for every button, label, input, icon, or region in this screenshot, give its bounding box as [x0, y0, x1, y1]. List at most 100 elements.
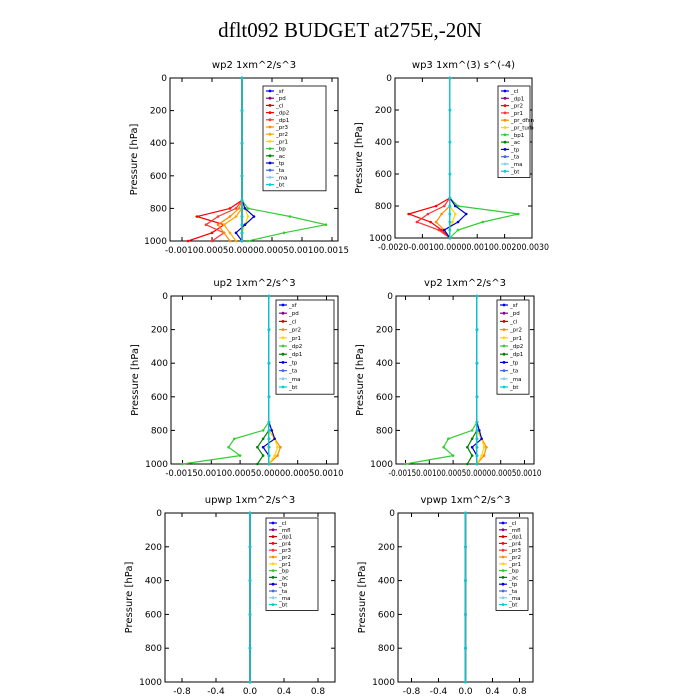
- data-point: [267, 462, 271, 466]
- legend-marker: [268, 168, 272, 172]
- legend-label: _tp: [278, 582, 288, 588]
- panel-4: vp2 1xm^2/s^3 0 200 400 600 800 1000 Pressure […: [355, 278, 542, 479]
- panel-title: vp2 1xm^2/s^3: [424, 278, 506, 289]
- legend-label: _pr1: [508, 562, 521, 568]
- legend-marker: [281, 320, 285, 323]
- legend-marker: [502, 320, 506, 323]
- legend-marker: [503, 162, 507, 166]
- legend-marker: [281, 352, 285, 356]
- data-point: [448, 236, 452, 240]
- legend-label: _ta: [275, 168, 284, 174]
- y-tick-label: 400: [378, 577, 395, 587]
- legend-marker: [501, 596, 505, 600]
- legend-marker: [268, 140, 272, 143]
- y-tick-label: 400: [375, 138, 392, 148]
- legend-label: _dp2: [509, 344, 523, 350]
- legend-label: _pd: [275, 96, 286, 102]
- data-point: [288, 215, 292, 218]
- data-point: [447, 437, 450, 441]
- legend-marker: [502, 311, 506, 315]
- legend-marker: [281, 377, 285, 381]
- data-point: [448, 196, 452, 200]
- legend-marker: [503, 133, 507, 137]
- data-point: [448, 228, 452, 232]
- legend-marker: [268, 118, 272, 122]
- y-tick-label: 800: [375, 202, 392, 212]
- x-tick-label: -0.4: [207, 687, 225, 697]
- legend-label: _pr3: [275, 125, 289, 131]
- data-point: [216, 223, 220, 226]
- legend-label: _ac: [510, 140, 520, 146]
- data-point: [464, 579, 467, 582]
- y-tick-label: 600: [375, 170, 392, 180]
- legend-label: _cl: [288, 319, 297, 325]
- legend-label: _ma: [278, 596, 290, 602]
- legend-label: _tp: [508, 582, 518, 588]
- legend: _sf_pd_cl _dp2_dp1_pr3_pr2_pr1 _bp_ac_tp_t…: [262, 85, 327, 192]
- data-point: [243, 207, 247, 210]
- data-point: [442, 445, 445, 449]
- legend-marker: [268, 154, 272, 158]
- data-point: [267, 454, 271, 457]
- legend-label: _ma: [510, 162, 522, 168]
- x-tick-label: 0.0: [458, 687, 473, 697]
- series-line-pr_dfsn: [435, 78, 451, 239]
- legend-marker: [271, 535, 275, 538]
- legend-marker: [503, 118, 507, 122]
- legend-label: _pr4: [508, 541, 522, 547]
- data-point: [448, 204, 452, 208]
- data-point: [437, 228, 441, 232]
- data-point: [464, 646, 467, 650]
- legend-box: [497, 85, 531, 178]
- legend-label: _ma: [275, 175, 287, 181]
- legend-marker: [271, 596, 275, 600]
- y-tick-label: 800: [150, 204, 167, 214]
- data-point: [181, 462, 184, 466]
- legend-label: _pr3: [508, 548, 522, 554]
- data-point: [234, 231, 238, 235]
- legend-marker: [502, 361, 506, 364]
- y-tick-label: 800: [145, 644, 162, 654]
- legend-marker: [271, 548, 275, 552]
- legend-marker: [268, 89, 272, 93]
- legend-label: _cl: [508, 521, 517, 527]
- data-point: [485, 445, 488, 449]
- legend-marker: [502, 377, 506, 381]
- legend-label: _ac: [508, 575, 518, 581]
- x-tick-label: -0.8: [173, 687, 191, 697]
- data-point: [267, 294, 271, 298]
- y-tick-label: 400: [150, 139, 167, 149]
- legend-label: _bt: [288, 385, 298, 391]
- legend-label: _ma: [288, 377, 300, 383]
- y-axis-label: Pressure [hPa]: [357, 562, 368, 634]
- data-point: [267, 328, 271, 331]
- legend-label: _cl: [509, 319, 518, 325]
- legend-marker: [271, 521, 275, 525]
- legend-label: _tp: [275, 161, 285, 167]
- data-point: [261, 437, 265, 441]
- data-point: [240, 109, 244, 112]
- data-point: [440, 212, 443, 216]
- legend-marker: [503, 104, 507, 107]
- legend-label: _bp: [275, 147, 286, 153]
- data-point: [240, 174, 244, 178]
- data-point: [429, 220, 432, 224]
- data-point: [248, 613, 252, 616]
- legend-label: _ma: [508, 596, 520, 602]
- legend-label: _ta: [278, 589, 287, 595]
- legend-label: _pr_dfsn: [510, 118, 535, 124]
- legend-label: _ac: [275, 154, 285, 160]
- plot-frame: [394, 77, 533, 239]
- data-point: [456, 204, 460, 208]
- legend-label: _cl: [510, 89, 519, 95]
- legend: _cl_mfl_dp1_pr4_pr3_pr2_pr1_bp_ac_tp_ta_…: [495, 517, 529, 611]
- data-point: [279, 445, 282, 449]
- data-point: [407, 212, 411, 216]
- data-point: [222, 231, 226, 235]
- data-point: [481, 220, 484, 224]
- legend-marker: [501, 603, 505, 606]
- y-tick-label: 400: [376, 359, 393, 369]
- legend-label: _bt: [509, 385, 519, 391]
- data-point: [246, 239, 250, 243]
- data-point: [404, 462, 407, 466]
